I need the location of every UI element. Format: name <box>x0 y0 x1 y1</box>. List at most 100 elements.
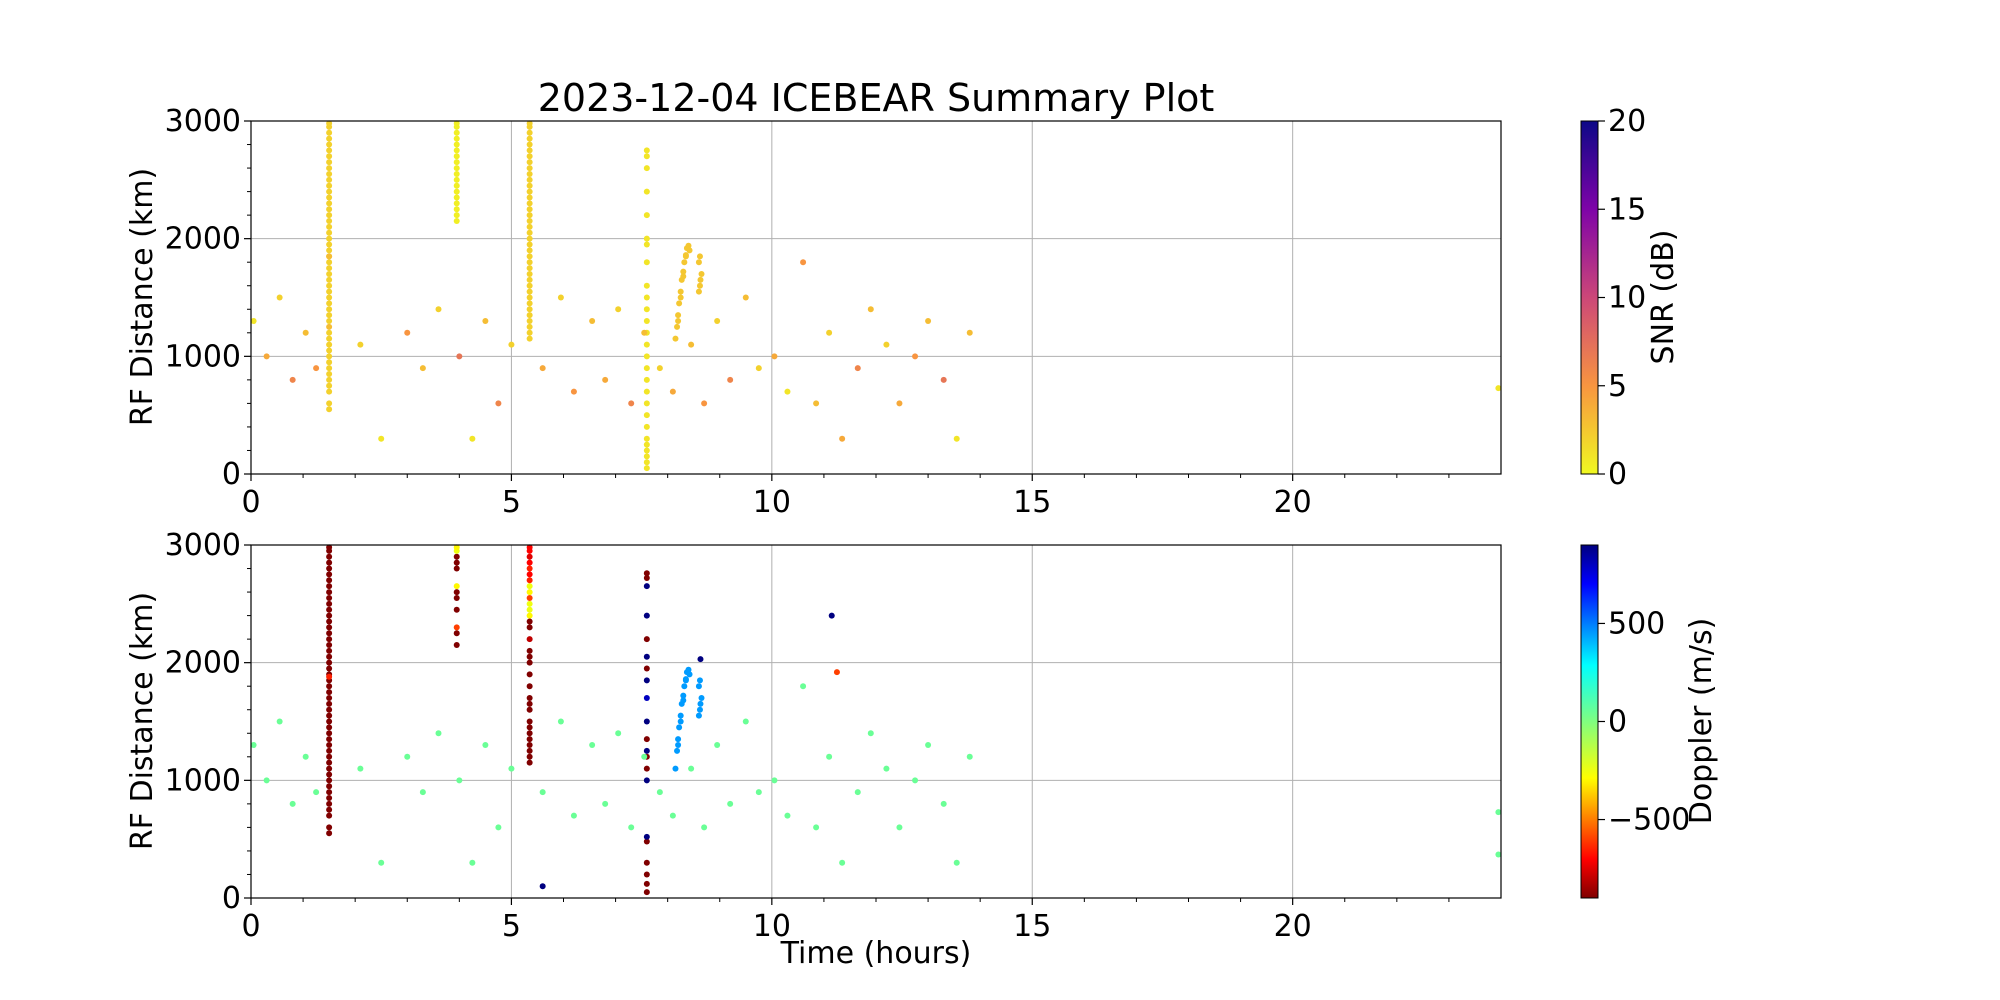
data-point <box>453 176 460 183</box>
data-point <box>602 800 609 807</box>
y-tick-label: 3000 <box>165 104 241 139</box>
data-point <box>289 800 296 807</box>
data-point <box>250 742 257 749</box>
data-point <box>698 270 705 277</box>
data-point <box>326 806 333 813</box>
scatter-points <box>250 120 1502 472</box>
data-point <box>419 789 426 796</box>
data-point <box>643 165 650 172</box>
y-axis-ticks: 0 1000 2000 3000 <box>165 528 251 916</box>
data-point <box>326 229 333 236</box>
data-point <box>453 218 460 225</box>
data-point <box>326 253 333 260</box>
data-point <box>326 812 333 819</box>
data-point <box>686 247 693 254</box>
data-point <box>557 718 564 725</box>
data-point <box>526 706 533 713</box>
data-point <box>675 736 682 743</box>
data-point <box>643 282 650 289</box>
data-point <box>326 194 333 201</box>
data-point <box>615 730 622 737</box>
data-point <box>453 135 460 142</box>
data-point <box>326 618 333 625</box>
data-point <box>643 153 650 160</box>
colorbar-tick-label: 15 <box>1608 192 1646 227</box>
data-point <box>839 435 846 442</box>
data-point <box>828 612 835 619</box>
data-point <box>326 624 333 631</box>
data-point <box>326 747 333 754</box>
x-tick-label: 10 <box>753 909 791 944</box>
data-point <box>526 306 533 313</box>
data-point <box>643 665 650 672</box>
data-point <box>326 589 333 596</box>
data-point <box>643 453 650 460</box>
data-point <box>539 789 546 796</box>
data-point <box>643 318 650 325</box>
data-point <box>326 612 333 619</box>
data-point <box>771 353 778 360</box>
data-point <box>714 742 721 749</box>
data-point <box>643 388 650 395</box>
data-point <box>453 544 460 551</box>
data-point <box>326 382 333 389</box>
data-point <box>688 765 695 772</box>
data-point <box>643 777 650 784</box>
data-point <box>326 577 333 584</box>
data-point <box>526 583 533 590</box>
data-point <box>526 335 533 342</box>
data-point <box>526 544 533 551</box>
data-point <box>326 777 333 784</box>
data-point <box>526 571 533 578</box>
data-point <box>326 318 333 325</box>
data-point <box>896 824 903 831</box>
data-point <box>526 159 533 166</box>
data-point <box>526 218 533 225</box>
data-point <box>526 141 533 148</box>
data-point <box>526 153 533 160</box>
data-point <box>326 247 333 254</box>
data-point <box>643 259 650 266</box>
data-point <box>263 777 270 784</box>
data-point <box>326 170 333 177</box>
data-point <box>526 312 533 319</box>
data-point <box>526 671 533 678</box>
x-tick-label: 15 <box>1013 909 1051 944</box>
data-point <box>526 282 533 289</box>
data-point <box>526 135 533 142</box>
y-tick-label: 2000 <box>165 646 241 681</box>
x-tick-label: 20 <box>1274 909 1312 944</box>
colorbar-tick-label: −500 <box>1608 803 1690 838</box>
data-point <box>526 176 533 183</box>
data-point <box>641 329 648 336</box>
data-point <box>966 753 973 760</box>
data-point <box>643 294 650 301</box>
data-point <box>526 265 533 272</box>
data-point <box>526 612 533 619</box>
data-point <box>643 838 650 845</box>
data-point <box>677 712 684 719</box>
data-point <box>685 242 692 249</box>
x-tick-label: 5 <box>502 485 521 520</box>
x-tick-label: 5 <box>502 909 521 944</box>
data-point <box>526 323 533 330</box>
data-point <box>755 365 762 372</box>
data-point <box>453 147 460 154</box>
data-point <box>925 742 932 749</box>
data-point <box>602 376 609 383</box>
data-point <box>326 159 333 166</box>
data-point <box>526 742 533 749</box>
data-point <box>643 833 650 840</box>
data-point <box>453 606 460 613</box>
data-point <box>643 365 650 372</box>
data-point <box>784 388 791 395</box>
data-point <box>313 365 320 372</box>
data-point <box>326 153 333 160</box>
data-point <box>302 329 309 336</box>
data-point <box>453 630 460 637</box>
data-point <box>326 259 333 266</box>
x-tick-label: 10 <box>753 485 791 520</box>
data-point <box>526 229 533 236</box>
data-point <box>643 718 650 725</box>
